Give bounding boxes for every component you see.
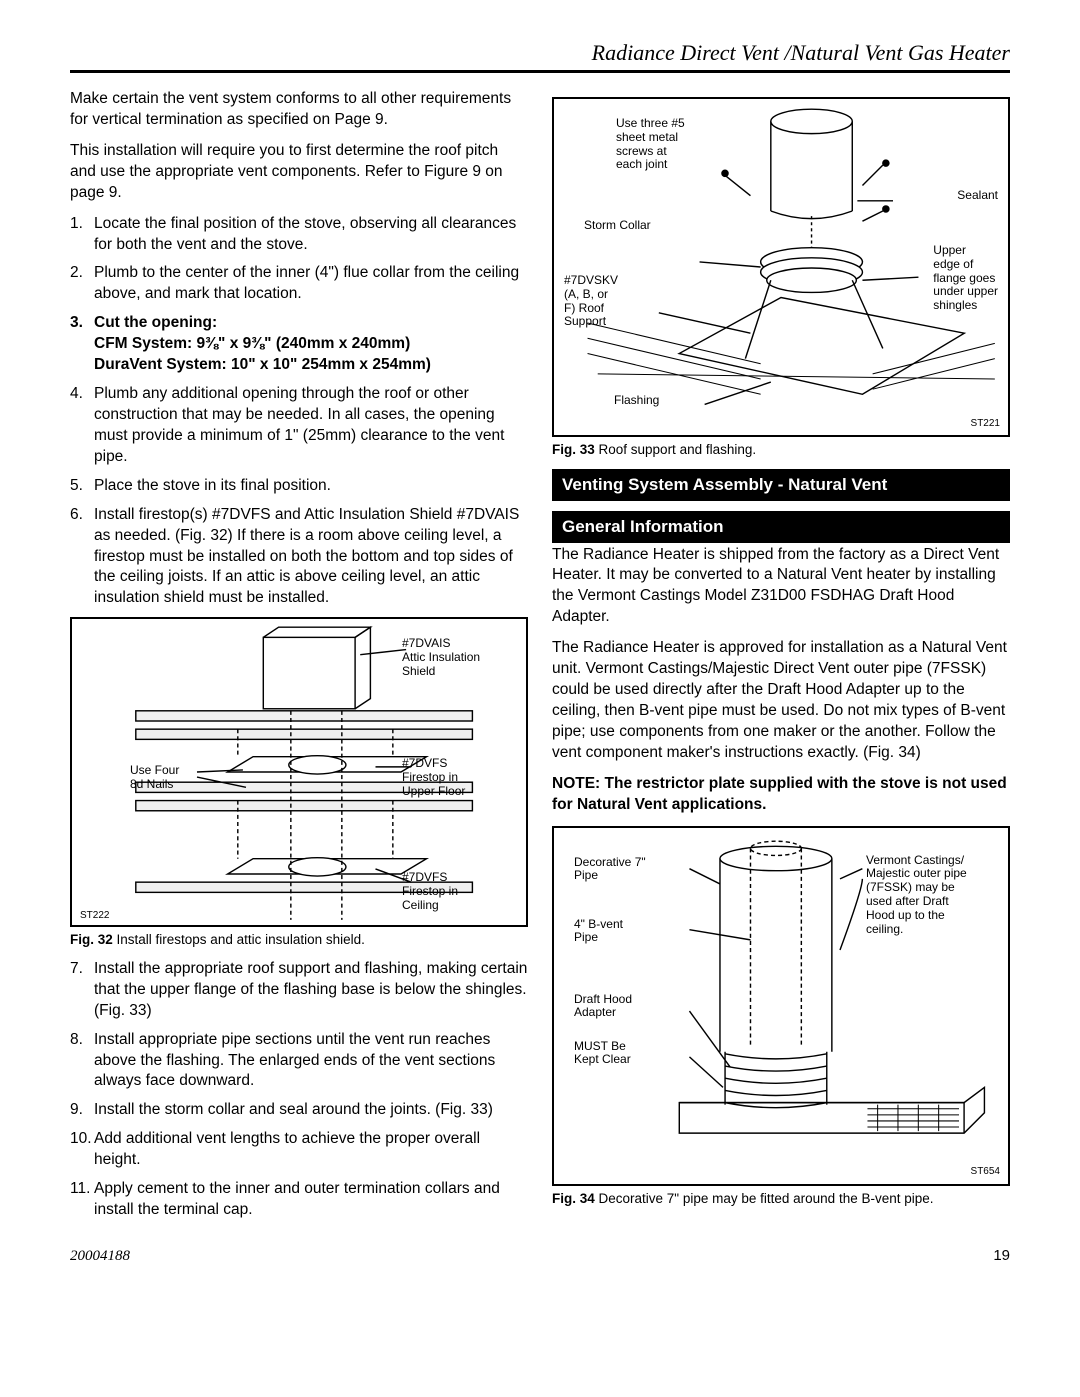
step-item: Install firestop(s) #7DVFS and Attic Ins… [70, 505, 528, 610]
fig34-label-bvent: 4" B-vent Pipe [574, 918, 623, 946]
step-item: Plumb any additional opening through the… [70, 384, 528, 468]
step-item: Install the storm collar and seal around… [70, 1100, 528, 1121]
figure-33-box: Use three #5 sheet metal screws at each … [552, 97, 1010, 437]
fig33-label-flashing: Flashing [614, 394, 659, 408]
install-steps-list: Locate the final position of the stove, … [70, 214, 528, 610]
step-item: Add additional vent lengths to achieve t… [70, 1129, 528, 1171]
step-item: Install the appropriate roof support and… [70, 959, 528, 1022]
fig32-caption-label: Fig. 32 [70, 932, 113, 947]
section-heading-general: General Information [552, 511, 1010, 543]
fig34-code: ST654 [971, 1166, 1000, 1178]
fig34-caption-label: Fig. 34 [552, 1191, 595, 1206]
step-item: Cut the opening: CFM System: 9⅜" x 9⅜" (… [70, 313, 528, 376]
fig34-label-decorative: Decorative 7" Pipe [574, 856, 646, 884]
fig33-code: ST221 [971, 418, 1000, 430]
section-heading-assembly: Venting System Assembly - Natural Vent [552, 469, 1010, 501]
two-column-layout: Make certain the vent system conforms to… [70, 89, 1010, 1229]
right-note: NOTE: The restrictor plate supplied with… [552, 774, 1010, 816]
intro-paragraph-1: Make certain the vent system conforms to… [70, 89, 528, 131]
install-steps-list-cont: Install the appropriate roof support and… [70, 959, 528, 1221]
footer-docnum: 20004188 [70, 1248, 130, 1265]
fig33-label-storm-collar: Storm Collar [584, 219, 651, 233]
figure-32-box: Use Four 8d Nails #7DVAIS Attic Insulati… [70, 617, 528, 927]
step-item: Place the stove in its final position. [70, 476, 528, 497]
page-footer: 20004188 19 [70, 1247, 1010, 1265]
fig32-caption-text: Install firestops and attic insulation s… [113, 932, 365, 947]
fig32-label-firestop-upper: #7DVFS Firestop in Upper Floor [402, 757, 465, 798]
fig34-label-right-note: Vermont Castings/ Majestic outer pipe (7… [866, 854, 996, 937]
figure-33-caption: Fig. 33 Roof support and flashing. [552, 441, 1010, 459]
figure-34-caption: Fig. 34 Decorative 7" pipe may be fitted… [552, 1190, 1010, 1208]
fig32-code: ST222 [80, 910, 109, 922]
left-column: Make certain the vent system conforms to… [70, 89, 528, 1229]
right-para-1: The Radiance Heater is shipped from the … [552, 545, 1010, 629]
step-item: Plumb to the center of the inner (4") fl… [70, 263, 528, 305]
fig33-label-screws: Use three #5 sheet metal screws at each … [616, 117, 685, 172]
step-item: Locate the final position of the stove, … [70, 214, 528, 256]
page-header-title: Radiance Direct Vent /Natural Vent Gas H… [70, 40, 1010, 73]
step-item: Install appropriate pipe sections until … [70, 1030, 528, 1093]
figure-34-box: Decorative 7" Pipe 4" B-vent Pipe Draft … [552, 826, 1010, 1186]
fig32-label-ais: #7DVAIS Attic Insulation Shield [402, 637, 480, 678]
fig33-label-sealant: Sealant [957, 189, 998, 203]
fig32-label-nails: Use Four 8d Nails [130, 764, 179, 792]
right-para-2: The Radiance Heater is approved for inst… [552, 638, 1010, 764]
intro-paragraph-2: This installation will require you to fi… [70, 141, 528, 204]
fig34-label-must-clear: MUST Be Kept Clear [574, 1040, 631, 1068]
footer-page-number: 19 [993, 1247, 1010, 1264]
fig34-caption-text: Decorative 7" pipe may be fitted around … [595, 1191, 934, 1206]
figure-32-caption: Fig. 32 Install firestops and attic insu… [70, 931, 528, 949]
step-item: Apply cement to the inner and outer term… [70, 1179, 528, 1221]
fig33-label-roof-support: #7DVSKV (A, B, or F) Roof Support [564, 274, 618, 329]
fig34-label-draft-hood: Draft Hood Adapter [574, 993, 632, 1021]
fig33-label-upper-edge: Upper edge of flange goes under upper sh… [933, 244, 998, 313]
fig33-caption-text: Roof support and flashing. [595, 442, 756, 457]
fig33-caption-label: Fig. 33 [552, 442, 595, 457]
fig32-label-firestop-ceiling: #7DVFS Firestop in Ceiling [402, 871, 458, 912]
right-column: Use three #5 sheet metal screws at each … [552, 89, 1010, 1229]
